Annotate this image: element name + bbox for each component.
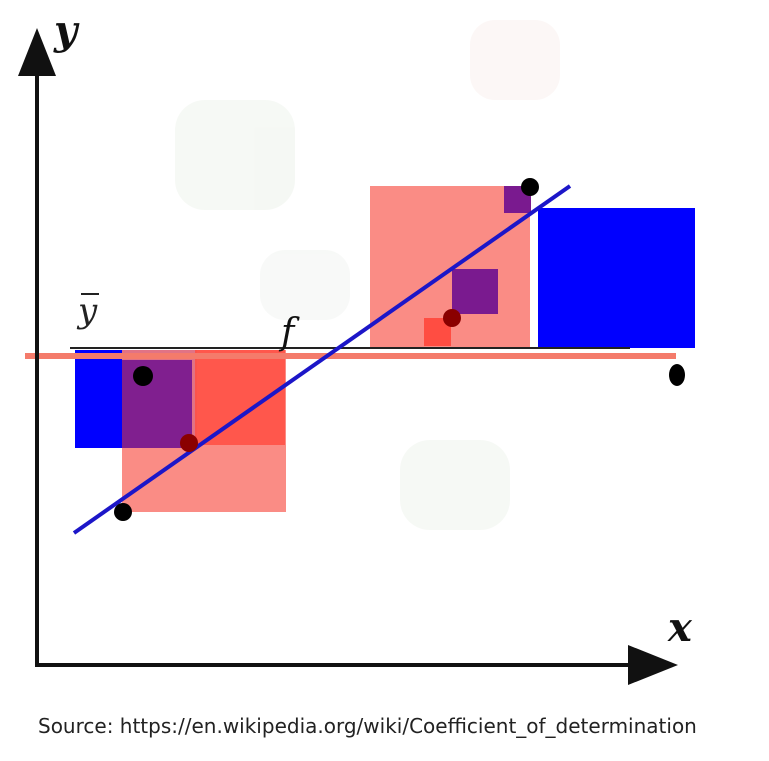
regression-line bbox=[72, 184, 572, 535]
background-decoration bbox=[175, 20, 560, 530]
source-caption: Source: https://en.wikipedia.org/wiki/Co… bbox=[38, 714, 697, 738]
x-axis-label: x bbox=[667, 604, 693, 651]
data-point bbox=[114, 503, 132, 521]
data-point bbox=[521, 178, 539, 196]
y-axis-label: y bbox=[53, 7, 80, 54]
data-point bbox=[669, 364, 685, 386]
x-axis-arrowhead bbox=[628, 645, 678, 685]
data-point bbox=[180, 434, 198, 452]
total-square-right bbox=[538, 208, 695, 348]
mean-label: y bbox=[76, 291, 98, 331]
overlap-square-right-mid bbox=[452, 269, 498, 314]
residual-square-left-mid bbox=[195, 350, 285, 445]
data-point bbox=[133, 366, 153, 386]
overlap-square-left bbox=[122, 360, 192, 448]
data-point bbox=[443, 309, 461, 327]
y-axis-arrowhead bbox=[18, 28, 56, 76]
